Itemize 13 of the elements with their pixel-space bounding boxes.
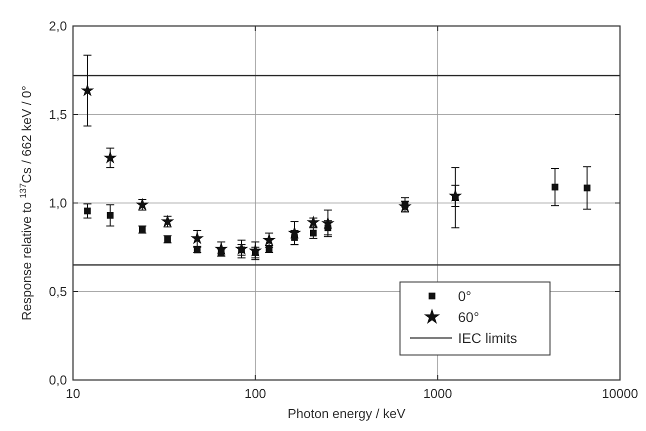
- x-tick-label: 1000: [423, 386, 452, 401]
- x-tick-label: 100: [244, 386, 266, 401]
- legend-label: 0°: [458, 288, 472, 304]
- y-tick-label: 1,5: [48, 107, 67, 122]
- x-axis-title: Photon energy / keV: [288, 406, 406, 421]
- y-tick-label: 0,5: [48, 284, 67, 299]
- y-tick-label: 1,0: [48, 196, 67, 210]
- legend-label: 60°: [458, 309, 480, 325]
- x-tick-label: 10000: [602, 386, 638, 401]
- x-tick-label: 10: [66, 386, 80, 401]
- y-tick-label: 2,0: [48, 18, 67, 34]
- legend-label: IEC limits: [458, 330, 518, 346]
- y-tick-label: 0,0: [48, 372, 67, 388]
